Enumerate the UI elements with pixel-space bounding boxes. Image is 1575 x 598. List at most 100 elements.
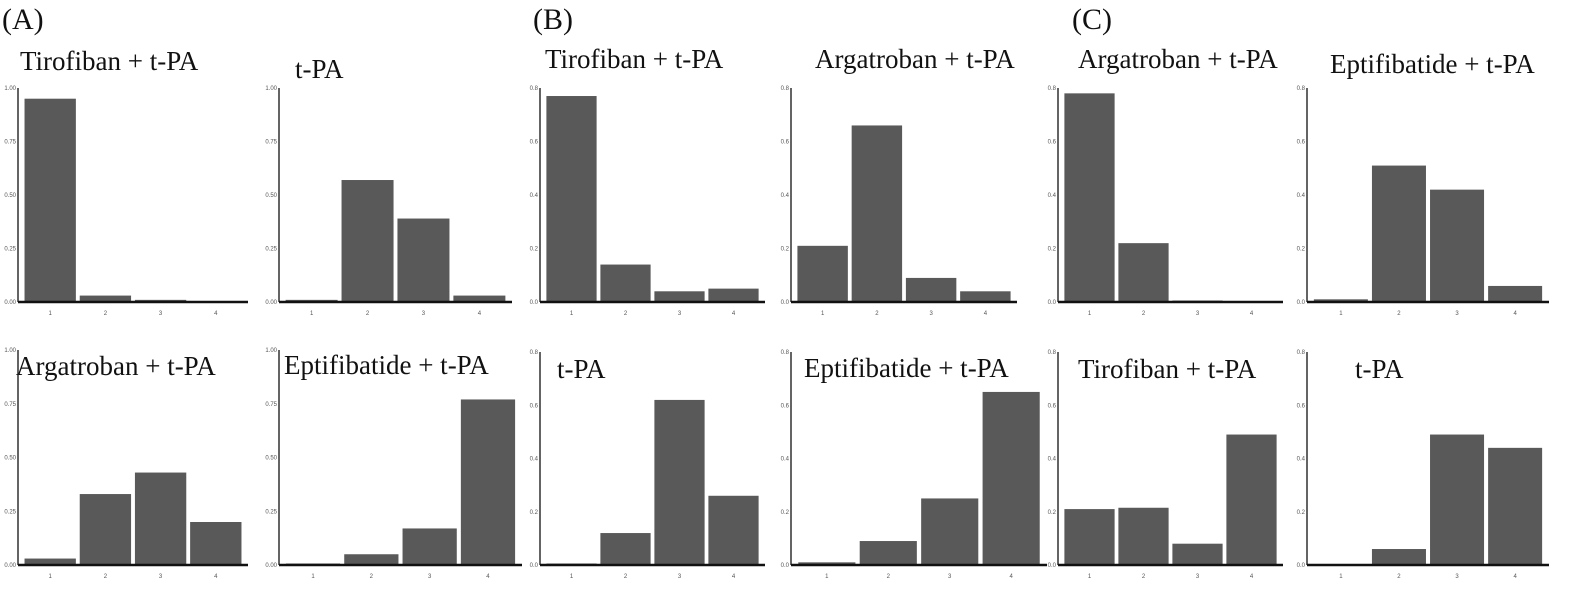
y-tick-label: 0.8	[1048, 350, 1057, 356]
y-tick-label: 0.6	[1048, 140, 1057, 146]
x-tick-label: 1	[570, 574, 574, 580]
bar-3	[921, 498, 979, 565]
y-tick-label: 0.75	[4, 402, 16, 408]
x-tick-label: 4	[1513, 574, 1517, 580]
bar-4	[708, 495, 759, 565]
y-tick-label: 0.2	[781, 510, 790, 516]
bar-3	[654, 291, 705, 302]
x-tick-label: 4	[214, 574, 218, 580]
bar-3	[134, 472, 187, 565]
charts-grid: Tirofiban + t-PA 0.00 0.25 0.50 0.75 1.00 1 2 3 4…	[4, 44, 1549, 580]
y-tick-label: 0.25	[4, 509, 16, 515]
bar-1	[1064, 93, 1115, 302]
chart-4: Argatroban + t-PA 0.0 0.2 0.4 0.6 0.8 1 2 3 4	[781, 44, 1017, 317]
y-tick-label: 0.2	[530, 247, 539, 253]
y-tick-label: 0.25	[265, 509, 277, 515]
y-tick-label: 0.25	[4, 247, 16, 253]
y-tick-label: 0.0	[530, 300, 539, 306]
y-tick-label: 0.2	[1048, 510, 1057, 516]
y-tick-label: 0.8	[781, 86, 790, 92]
x-tick-label: 4	[1009, 574, 1013, 580]
y-tick-label: 0.0	[1297, 300, 1306, 306]
x-tick-label: 4	[732, 311, 736, 317]
bar-4	[1226, 434, 1277, 565]
x-tick-label: 1	[49, 574, 53, 580]
bar-3	[905, 277, 957, 302]
y-tick-label: 0.6	[781, 403, 790, 409]
bar-4	[460, 399, 516, 565]
x-tick-label: 4	[478, 311, 482, 317]
y-tick-label: 0.0	[1048, 563, 1057, 569]
x-tick-label: 4	[214, 311, 218, 317]
y-tick-label: 0.75	[265, 402, 277, 408]
bar-4	[453, 295, 506, 302]
chart-title: Tirofiban + t-PA	[1078, 354, 1257, 384]
y-tick-label: 0.4	[530, 457, 539, 463]
y-tick-label: 0.2	[1297, 510, 1306, 516]
x-tick-label: 4	[732, 574, 736, 580]
y-tick-label: 0.0	[530, 563, 539, 569]
y-tick-label: 0.2	[1297, 247, 1306, 253]
x-tick-label: 2	[370, 574, 374, 580]
x-tick-label: 3	[678, 311, 682, 317]
y-tick-label: 0.8	[1297, 86, 1306, 92]
bar-2	[1118, 507, 1169, 565]
y-tick-label: 0.0	[781, 563, 790, 569]
x-tick-label: 1	[570, 311, 574, 317]
x-tick-label: 2	[624, 574, 628, 580]
bar-1	[24, 98, 76, 302]
y-tick-label: 0.00	[265, 300, 277, 306]
y-tick-label: 0.00	[4, 300, 16, 306]
bar-4	[708, 288, 759, 302]
y-tick-label: 0.6	[530, 403, 539, 409]
y-tick-label: 0.50	[265, 193, 277, 199]
x-tick-label: 3	[1455, 574, 1459, 580]
y-tick-label: 0.6	[530, 140, 539, 146]
chart-title: Eptifibatide + t-PA	[1330, 49, 1535, 79]
x-tick-label: 2	[1397, 574, 1401, 580]
x-tick-label: 2	[624, 311, 628, 317]
bar-4	[1488, 285, 1543, 302]
bar-1	[797, 245, 848, 302]
bar-3	[402, 528, 457, 565]
chart-5: Argatroban + t-PA 0.0 0.2 0.4 0.6 0.8 1 2 3 4	[1048, 44, 1283, 317]
y-tick-label: 0.2	[530, 510, 539, 516]
y-tick-label: 1.00	[265, 348, 277, 354]
y-tick-label: 0.4	[1048, 193, 1057, 199]
chart-11: Tirofiban + t-PA 0.0 0.2 0.4 0.6 0.8 1 2 3 4	[1048, 350, 1283, 580]
bar-4	[1488, 447, 1543, 565]
bar-2	[1118, 243, 1169, 302]
x-tick-label: 2	[1397, 311, 1401, 317]
bar-1	[1064, 509, 1115, 565]
chart-title: t-PA	[1355, 354, 1404, 384]
chart-1: Tirofiban + t-PA 0.00 0.25 0.50 0.75 1.00 1 2 3 4	[4, 46, 248, 317]
chart-10: Eptifibatide + t-PA 0.0 0.2 0.4 0.6 0.8 1 2 3 4	[781, 350, 1047, 580]
panel-label-b: (B)	[533, 3, 573, 36]
bar-2	[1371, 165, 1426, 302]
y-tick-label: 0.8	[530, 350, 539, 356]
x-tick-label: 2	[104, 574, 108, 580]
chart-9: t-PA 0.0 0.2 0.4 0.6 0.8 1 2 3 4	[530, 350, 765, 580]
bar-3	[654, 399, 705, 565]
bar-3	[397, 218, 450, 302]
y-tick-label: 0.6	[781, 140, 790, 146]
bar-2	[859, 541, 917, 565]
y-tick-label: 0.8	[781, 350, 790, 356]
y-tick-label: 0.4	[1297, 457, 1306, 463]
x-tick-label: 2	[1142, 574, 1146, 580]
y-tick-label: 0.4	[781, 193, 790, 199]
y-tick-label: 1.00	[4, 86, 16, 92]
x-tick-label: 3	[1455, 311, 1459, 317]
y-tick-label: 0.8	[530, 86, 539, 92]
y-tick-label: 0.0	[781, 300, 790, 306]
chart-title: Eptifibatide + t-PA	[804, 353, 1009, 383]
x-tick-label: 2	[875, 311, 879, 317]
x-tick-label: 3	[678, 574, 682, 580]
x-tick-label: 4	[1513, 311, 1517, 317]
y-tick-label: 0.4	[1297, 193, 1306, 199]
chart-3: Tirofiban + t-PA 0.0 0.2 0.4 0.6 0.8 1 2 3 4	[530, 44, 765, 317]
y-tick-label: 0.0	[1048, 300, 1057, 306]
x-tick-label: 1	[1339, 311, 1343, 317]
x-tick-label: 1	[311, 574, 315, 580]
y-tick-label: 0.00	[265, 563, 277, 569]
